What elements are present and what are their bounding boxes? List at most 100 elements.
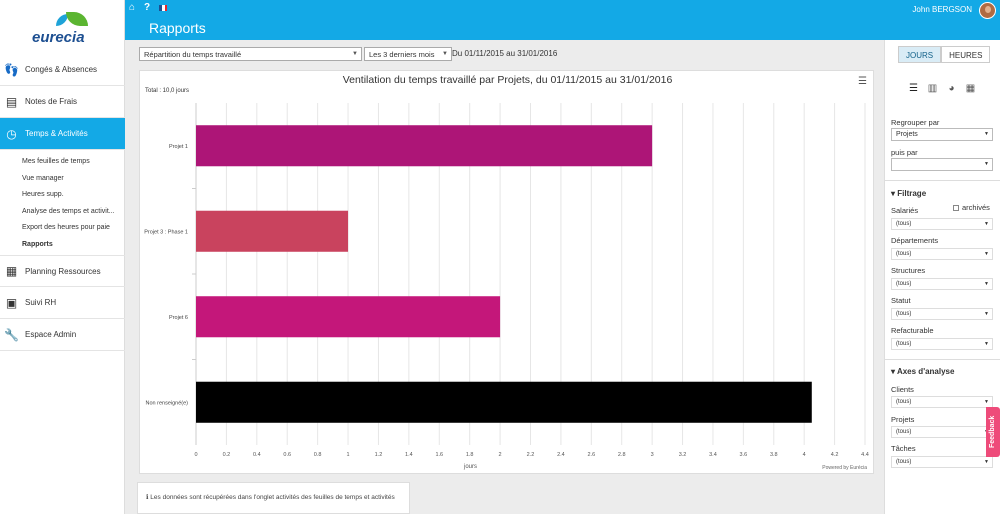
chevron-down-icon: ▼: [984, 161, 989, 167]
nav-label: Suivi RH: [25, 298, 57, 307]
x-axis-label: jours: [463, 464, 477, 470]
divider: [885, 359, 1000, 360]
chevron-down-icon: ▼: [984, 341, 989, 347]
axes-heading[interactable]: ▾ Axes d'analyse: [891, 367, 955, 376]
home-icon[interactable]: ⌂: [129, 2, 136, 13]
archived-label: archivés: [962, 203, 990, 212]
axis-value: (tous): [896, 399, 912, 405]
flip-flops-icon: 👣: [4, 62, 19, 77]
chevron-down-icon: ▼: [984, 311, 989, 317]
submenu-analyse[interactable]: Analyse des temps et activit...: [22, 207, 115, 215]
divider: [885, 180, 1000, 181]
logo-text: eurecia: [32, 29, 85, 46]
report-type-select[interactable]: Répartition du temps travaillé ▼: [139, 47, 362, 61]
x-tick-label: 0.8: [314, 452, 322, 458]
archived-checkbox[interactable]: archivés: [953, 203, 990, 212]
category-label: Projet 6: [169, 315, 188, 321]
nav-temps-activites[interactable]: ◷ Temps & Activités: [0, 118, 125, 150]
filter-select-departements[interactable]: (tous) ▼: [891, 248, 993, 260]
filter-value: (tous): [896, 281, 912, 287]
then-by-select[interactable]: ▼: [891, 158, 993, 171]
submenu-export[interactable]: Export des heures pour paie: [22, 224, 110, 231]
axis-label-clients: Clients: [891, 385, 914, 394]
sidebar: eurecia 👣 Congés & Absences ▤ Notes de F…: [0, 0, 125, 514]
nav-espace-admin[interactable]: 🔧 Espace Admin: [0, 319, 125, 351]
chevron-down-icon: ▼: [984, 459, 989, 465]
submenu-mes-feuilles[interactable]: Mes feuilles de temps: [22, 158, 90, 165]
filter-select-salaries[interactable]: (tous) ▼: [891, 218, 993, 230]
horizontal-bar-icon[interactable]: ☰: [909, 83, 918, 94]
bar: [196, 296, 501, 338]
filter-label-structures: Structures: [891, 266, 926, 275]
x-tick-label: 3.2: [679, 452, 687, 458]
vertical-bar-icon[interactable]: ▥: [927, 83, 938, 94]
hamburger-icon[interactable]: ☰: [858, 76, 867, 87]
x-tick-label: 0: [194, 452, 197, 458]
date-range: Du 01/11/2015 au 31/01/2016: [452, 49, 558, 58]
help-icon[interactable]: ?: [144, 2, 151, 13]
filter-value: (tous): [896, 341, 912, 347]
period-select[interactable]: Les 3 derniers mois ▼: [364, 47, 452, 61]
nav-notes-de-frais[interactable]: ▤ Notes de Frais: [0, 86, 125, 118]
logo-leaf-green: [66, 12, 88, 26]
x-tick-label: 0.6: [283, 452, 291, 458]
x-tick-label: 1.2: [375, 452, 383, 458]
period-value: Les 3 derniers mois: [369, 50, 435, 59]
axes-heading-text: Axes d'analyse: [896, 367, 955, 376]
submenu-heures-supp[interactable]: Heures supp.: [22, 191, 64, 198]
x-tick-label: 4: [803, 452, 806, 458]
chevron-down-icon: ▼: [984, 281, 989, 287]
axis-value: (tous): [896, 429, 912, 435]
filter-value: (tous): [896, 311, 912, 317]
feedback-tab[interactable]: Feedback: [986, 407, 1000, 457]
x-tick-label: 2.2: [527, 452, 535, 458]
nav-label: Congés & Absences: [25, 65, 98, 74]
submenu-vue-manager[interactable]: Vue manager: [22, 174, 64, 182]
chart-panel: 0 0.2 0.4 0.6 0.8 1 1.2 1.4 1.6 1.8 2 2.2 2.4 2.6 2.8 3…: [139, 70, 874, 474]
x-tick-label: 1.4: [405, 452, 413, 458]
chart-total: Total : 10,0 jours: [145, 88, 190, 94]
bar: [196, 210, 349, 252]
submenu-rapports[interactable]: Rapports: [22, 240, 53, 248]
eurecia-logo[interactable]: eurecia: [30, 10, 96, 46]
info-note: ℹ Les données sont récupérées dans l'ong…: [137, 482, 410, 514]
french-flag-icon[interactable]: [159, 5, 168, 11]
right-panel: JOURS HEURES ☰ ▥ ◕ ▦ Regrouper par Proje…: [884, 40, 1000, 514]
filter-heading[interactable]: ▾ Filtrage: [891, 189, 927, 198]
wrench-icon: 🔧: [4, 327, 19, 342]
user-name[interactable]: John BERGSON: [912, 5, 972, 14]
category-label: Non renseigné(e): [146, 400, 189, 406]
axis-label-projets: Projets: [891, 415, 915, 424]
axis-select-projets[interactable]: (tous)▼: [891, 426, 993, 438]
axis-select-clients[interactable]: (tous) ▼: [891, 396, 993, 408]
group-by-value: Projets: [896, 131, 918, 138]
toggle-heures[interactable]: HEURES: [941, 46, 991, 63]
x-tick-label: 1.8: [466, 452, 474, 458]
x-tick-label: 2: [499, 452, 502, 458]
avatar[interactable]: [979, 2, 996, 19]
filter-select-refacturable[interactable]: (tous) ▼: [891, 338, 993, 350]
chart-type-selector: ☰ ▥ ◕ ▦: [907, 83, 977, 94]
toggle-jours[interactable]: JOURS: [898, 46, 942, 63]
x-tick-label: 2.6: [587, 452, 595, 458]
nav-label: Espace Admin: [25, 330, 77, 339]
pie-chart-icon[interactable]: ◕: [948, 83, 955, 94]
filter-select-statut[interactable]: (tous) ▼: [891, 308, 993, 320]
axis-label-taches: Tâches: [891, 444, 916, 453]
bar-chart: 0 0.2 0.4 0.6 0.8 1 1.2 1.4 1.6 1.8 2 2.2 2.4 2.6 2.8 3…: [144, 103, 869, 470]
nav-suivi-rh[interactable]: ▣ Suivi RH: [0, 287, 125, 319]
folder-user-icon: ▣: [5, 295, 18, 310]
group-by-select[interactable]: Projets ▼: [891, 128, 993, 141]
axis-select-taches[interactable]: (tous) ▼: [891, 456, 993, 468]
filter-select-structures[interactable]: (tous) ▼: [891, 278, 993, 290]
x-tick-label: 0.2: [223, 452, 231, 458]
filter-label-statut: Statut: [891, 296, 911, 305]
filter-label-departements: Départements: [891, 236, 939, 245]
x-tick-label: 1: [347, 452, 350, 458]
bar: [196, 381, 812, 423]
nav-conges-absences[interactable]: 👣 Congés & Absences: [0, 54, 125, 86]
table-icon[interactable]: ▦: [965, 83, 976, 94]
topbar-icons: ⌂ ?: [129, 2, 168, 13]
nav-planning[interactable]: ▦ Planning Ressources: [0, 255, 125, 287]
nav-label: Planning Ressources: [25, 266, 101, 276]
